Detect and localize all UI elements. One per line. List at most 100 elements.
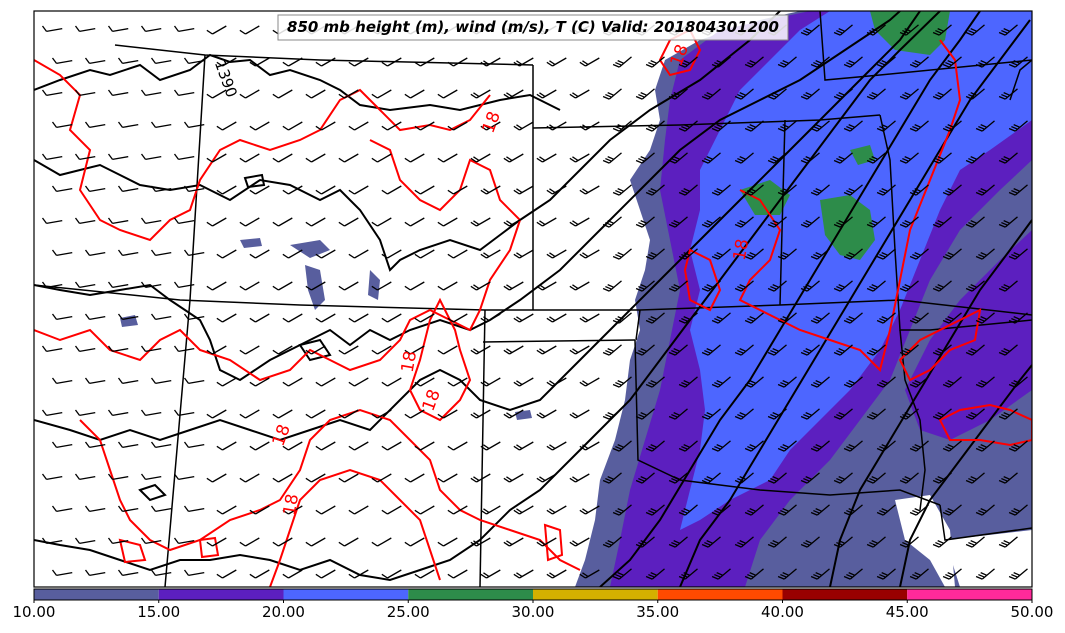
wind-barb <box>701 152 721 164</box>
wind-barb <box>800 344 820 356</box>
wind-barb <box>777 120 797 132</box>
wind-barb <box>437 345 458 355</box>
wind-barb <box>84 505 106 513</box>
wind-barb <box>876 440 896 452</box>
wind-barb <box>216 185 237 195</box>
wind-barb <box>767 472 787 484</box>
wind-barb <box>602 152 622 164</box>
wind-barb <box>645 248 665 260</box>
wind-barb <box>734 536 754 548</box>
wind-barb <box>767 344 787 356</box>
wind-barb <box>975 376 995 388</box>
wind-barb <box>51 185 73 193</box>
wind-barb <box>282 121 303 131</box>
wind-barb <box>216 121 237 131</box>
wind-barb <box>315 185 336 195</box>
colorbar-tick-label: 45.00 <box>886 603 929 621</box>
wind-barb <box>140 153 162 161</box>
wind-barb <box>173 281 195 289</box>
wind-barb <box>371 345 392 355</box>
wind-barb <box>579 249 600 259</box>
wind-barb <box>117 505 139 513</box>
wind-barb <box>206 473 227 483</box>
wind-barb <box>216 441 237 451</box>
wind-barb <box>546 121 567 131</box>
wind-barb <box>239 89 260 99</box>
wind-barb <box>206 217 227 227</box>
wind-barb <box>800 536 820 548</box>
wind-barb <box>866 344 886 356</box>
wind-barb <box>470 473 491 483</box>
wind-barb <box>800 280 820 292</box>
wind-barb <box>744 184 764 196</box>
wind-barb <box>480 441 501 451</box>
wind-barb <box>668 344 688 356</box>
wind-barb <box>569 281 590 291</box>
colorbar-tick-label: 50.00 <box>1011 603 1054 621</box>
wind-barb <box>932 408 952 420</box>
colorbar: 10.00 15.00 20.00 25.00 30.00 35.00 40.00 45.00… <box>13 588 1054 621</box>
wind-barb <box>876 184 896 196</box>
wind-barb <box>975 568 995 580</box>
wind-barb <box>371 153 392 163</box>
wind-barb <box>701 88 721 100</box>
wind-shade-25-30-b <box>820 195 875 260</box>
wind-barb <box>909 120 929 132</box>
wind-barb <box>866 280 886 292</box>
wind-barb <box>41 281 63 289</box>
wind-barb <box>1008 440 1028 452</box>
wind-barb <box>975 184 995 196</box>
wind-barb <box>173 345 195 353</box>
wind-barb <box>470 153 491 163</box>
wind-barb <box>150 377 172 385</box>
wind-barb <box>711 248 731 260</box>
wind-barb <box>348 569 369 579</box>
wind-barb <box>975 440 995 452</box>
colorbar-segment <box>657 589 783 600</box>
wind-barb <box>744 312 764 324</box>
wind-barb <box>206 89 227 99</box>
wind-barb <box>107 537 129 545</box>
wind-barb <box>998 88 1018 100</box>
wind-barb <box>975 120 995 132</box>
wind-barb <box>635 408 655 420</box>
wind-barb <box>371 217 392 227</box>
wind-barb <box>569 89 590 99</box>
wind-barb <box>899 408 919 420</box>
wind-barb <box>711 120 731 132</box>
wind-barb <box>239 537 260 547</box>
wind-barb <box>272 345 293 355</box>
wind-shade-25-30-d <box>850 145 875 165</box>
wind-barb <box>876 312 896 324</box>
wind-barb <box>602 472 622 484</box>
wind-barb <box>305 473 326 483</box>
wind-barb <box>711 440 731 452</box>
wind-barb <box>536 409 557 419</box>
wind-barb <box>305 409 326 419</box>
wind-barb <box>998 24 1018 36</box>
wind-barb <box>800 472 820 484</box>
colorbar-segment <box>907 589 1032 600</box>
wind-barb <box>810 120 830 132</box>
wind-barb <box>932 280 952 292</box>
wind-barb <box>833 88 853 100</box>
wind-barb <box>249 505 270 515</box>
colorbar-segment <box>34 589 159 600</box>
wind-barb <box>711 376 731 388</box>
colorbar-segment <box>782 589 908 600</box>
wind-barb <box>909 184 929 196</box>
wind-barb <box>414 185 435 195</box>
wind-barb <box>810 376 830 388</box>
wind-barb <box>734 472 754 484</box>
wind-barb <box>480 569 501 579</box>
colorbar-segment <box>158 589 284 600</box>
wind-barb <box>602 344 622 356</box>
wind-barb <box>305 345 326 355</box>
wind-barb <box>899 152 919 164</box>
wind-barb <box>150 249 172 257</box>
wind-barb <box>239 345 260 355</box>
wind-barb <box>239 153 260 163</box>
wind-barb <box>371 409 392 419</box>
wind-barb <box>612 184 632 196</box>
